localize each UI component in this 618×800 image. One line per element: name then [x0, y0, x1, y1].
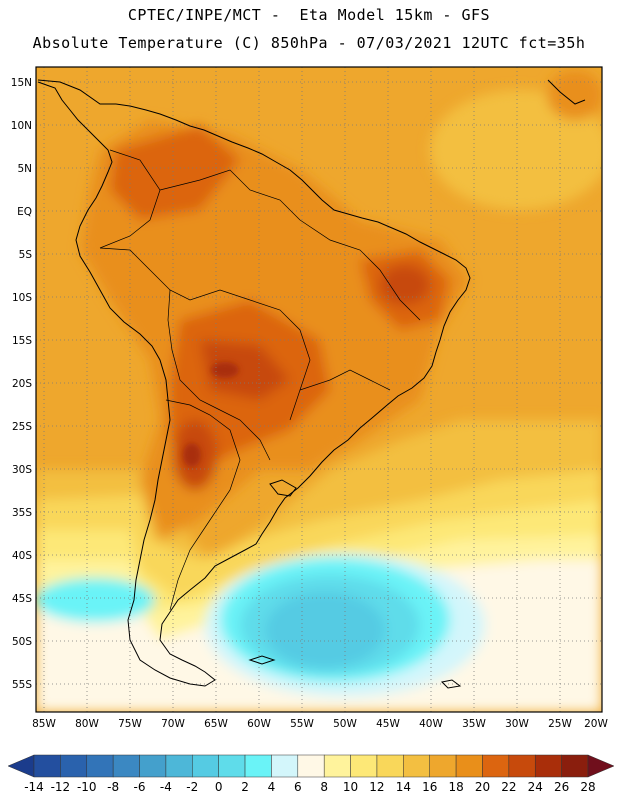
lat-label: 20S: [12, 378, 32, 390]
colorbar-swatch: [376, 754, 404, 778]
lat-label: EQ: [17, 206, 32, 218]
colorbar-label: -8: [107, 780, 119, 794]
colorbar-label: -2: [186, 780, 198, 794]
lat-label: 5N: [17, 163, 32, 175]
lat-label: 10N: [11, 120, 32, 132]
lat-label: 15N: [11, 77, 32, 89]
colorbar-swatch: [455, 754, 483, 778]
lat-label: 15S: [12, 335, 32, 347]
lon-label: 25W: [548, 718, 572, 730]
colorbar-label: -6: [134, 780, 146, 794]
colorbar-label: 12: [369, 780, 384, 794]
colorbar-label: 10: [343, 780, 358, 794]
lon-label: 55W: [290, 718, 314, 730]
lon-label: 20W: [584, 718, 608, 730]
colorbar-label: 16: [422, 780, 437, 794]
colorbar-label: 18: [448, 780, 463, 794]
colorbar-swatch: [139, 754, 167, 778]
lon-label: 50W: [333, 718, 357, 730]
lat-label: 10S: [12, 292, 32, 304]
chart-title-line1: CPTEC/INPE/MCT - Eta Model 15km - GFS: [127, 6, 491, 24]
colorbar-swatch: [112, 754, 140, 778]
colorbar-label: 28: [580, 780, 595, 794]
temperature-field: [36, 67, 602, 712]
colorbar-swatch: [297, 754, 325, 778]
colorbar-swatch: [482, 754, 510, 778]
colorbar-swatch: [244, 754, 272, 778]
colorbar-swatch: [165, 754, 193, 778]
lon-label: 70W: [161, 718, 185, 730]
lat-label: 35S: [12, 507, 32, 519]
colorbar-swatch: [561, 754, 589, 778]
colorbar-label: 14: [396, 780, 411, 794]
colorbar-swatch: [192, 754, 219, 778]
colorbar-label: -12: [51, 780, 71, 794]
colorbar: -14 -12 -10 -8 -6 -4 -2 0 2 4 6 8 10 12 14 16 18 20 22 24 26…: [7, 754, 615, 794]
colorbar-label: 20: [475, 780, 490, 794]
lon-label: 65W: [204, 718, 228, 730]
colorbar-swatch: [350, 754, 378, 778]
colorbar-swatch: [60, 754, 88, 778]
colorbar-label: 26: [554, 780, 569, 794]
lat-label: 45S: [12, 593, 32, 605]
country-borders: [99, 149, 421, 611]
lon-label: 45W: [376, 718, 400, 730]
lat-label: 50S: [12, 636, 32, 648]
colorbar-swatch: [403, 754, 430, 778]
longitude-labels: 85W 80W 75W 70W 65W 60W 55W 50W 45W 40W …: [32, 718, 608, 730]
colorbar-swatch: [271, 754, 299, 778]
lat-label: 30S: [12, 464, 32, 476]
colorbar-label: -14: [24, 780, 44, 794]
colorbar-label: 24: [528, 780, 543, 794]
lat-label: 5S: [19, 249, 33, 261]
lon-label: 80W: [75, 718, 99, 730]
colorbar-label: 2: [241, 780, 249, 794]
latitude-labels: 15N 10N 5N EQ 5S 10S 15S 20S 25S 30S 35S…: [11, 77, 33, 691]
colorbar-swatch: [86, 754, 114, 778]
colorbar-label: 8: [320, 780, 328, 794]
coastline: [37, 79, 586, 689]
colorbar-label: 0: [215, 780, 223, 794]
lon-label: 40W: [419, 718, 443, 730]
colorbar-label: 6: [294, 780, 302, 794]
lon-label: 60W: [247, 718, 271, 730]
lon-label: 85W: [32, 718, 56, 730]
lon-label: 75W: [118, 718, 142, 730]
colorbar-swatch: [323, 754, 351, 778]
lon-label: 35W: [462, 718, 486, 730]
colorbar-swatch: [534, 754, 562, 778]
colorbar-label: -4: [160, 780, 172, 794]
lat-label: 40S: [12, 550, 32, 562]
colorbar-label: -10: [77, 780, 97, 794]
lat-label: 25S: [12, 421, 32, 433]
colorbar-swatch: [218, 754, 246, 778]
colorbar-label: 4: [268, 780, 276, 794]
colorbar-arrow-low: [7, 754, 35, 778]
colorbar-swatch: [429, 754, 457, 778]
colorbar-swatch: [33, 754, 61, 778]
colorbar-swatch: [508, 754, 536, 778]
colorbar-arrow-high: [587, 754, 615, 778]
lat-label: 55S: [12, 679, 32, 691]
map-frame: [35, 66, 603, 713]
chart-title-line2: Absolute Temperature (C) 850hPa - 07/03/…: [32, 34, 586, 52]
lon-label: 30W: [505, 718, 529, 730]
colorbar-label: 22: [501, 780, 516, 794]
